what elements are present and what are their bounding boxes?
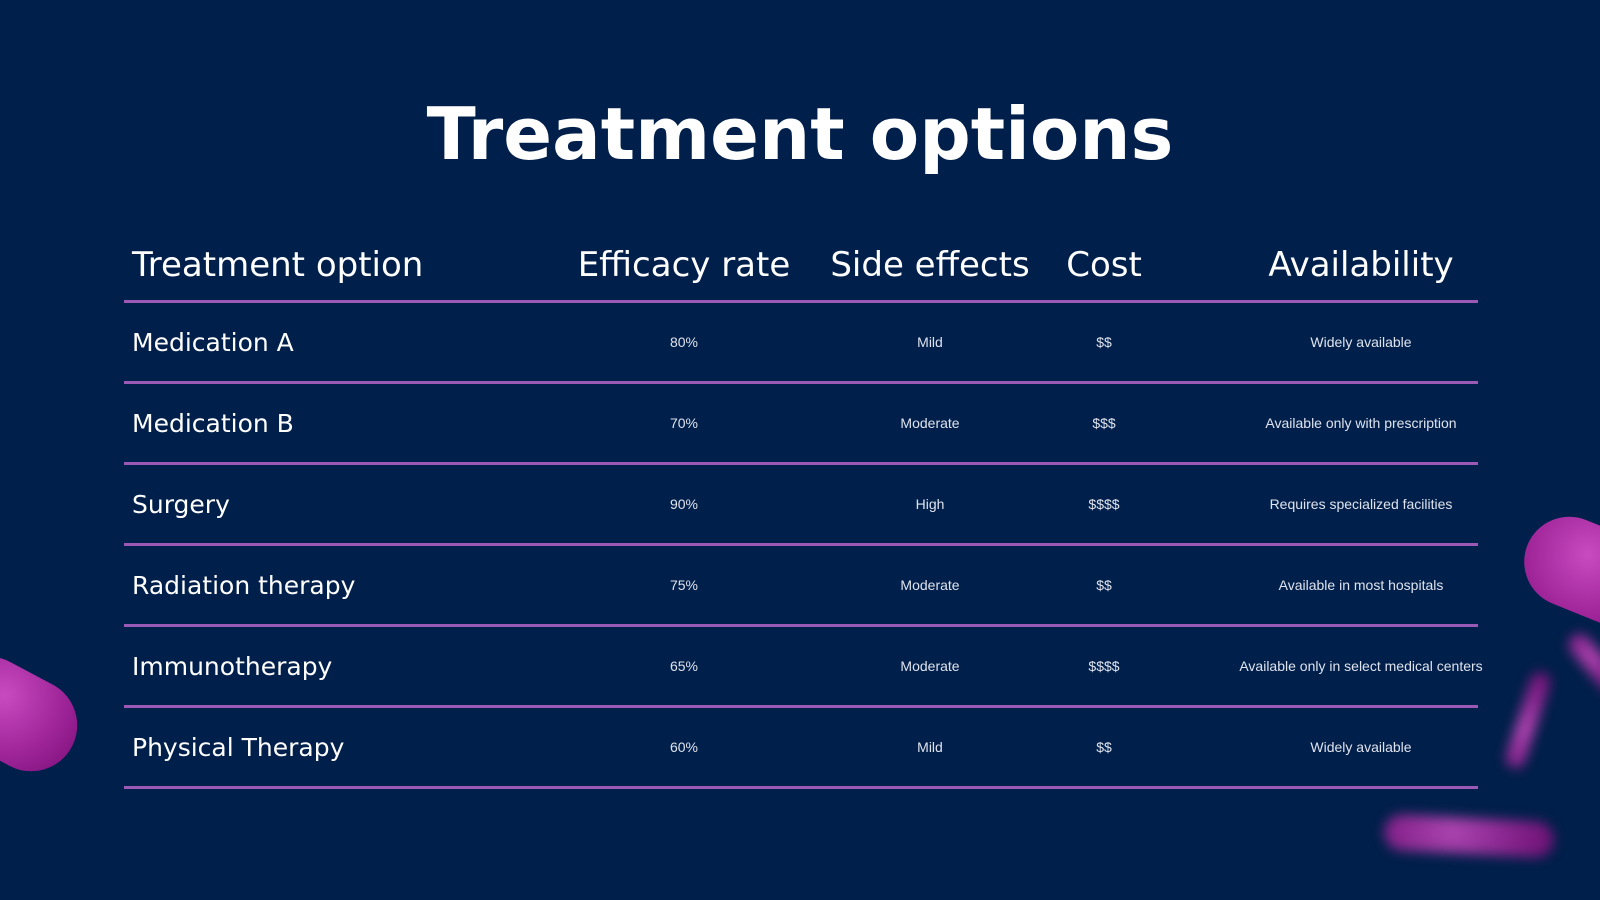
decorative-capsule-left bbox=[0, 640, 94, 788]
side-effects-value: Mild bbox=[917, 739, 943, 755]
availability-value: Widely available bbox=[1310, 334, 1412, 350]
column-header-efficacy: Efficacy rate bbox=[577, 245, 791, 285]
treatment-name: Immunotherapy bbox=[132, 651, 333, 681]
side-effects-value: Moderate bbox=[900, 415, 960, 431]
side-effects-value: Moderate bbox=[900, 658, 960, 674]
availability-value: Available in most hospitals bbox=[1278, 577, 1444, 593]
efficacy-value: 90% bbox=[669, 496, 699, 512]
slide-title: Treatment options bbox=[426, 92, 1174, 176]
cost-value: $$ bbox=[1096, 334, 1112, 350]
treatment-name: Surgery bbox=[132, 489, 230, 519]
decorative-capsule-right-small bbox=[1564, 629, 1600, 697]
table-row: Surgery 90% High $$$$ Requires specializ… bbox=[124, 465, 1478, 546]
side-effects-value: Moderate bbox=[900, 577, 960, 593]
availability-value: Available only with prescription bbox=[1265, 415, 1457, 431]
table-row: Physical Therapy 60% Mild $$ Widely avai… bbox=[124, 708, 1478, 789]
treatment-name: Medication A bbox=[132, 327, 294, 357]
column-header-cost: Cost bbox=[1066, 245, 1142, 285]
column-header-side-effects: Side effects bbox=[830, 245, 1030, 285]
cost-value: $$ bbox=[1096, 739, 1112, 755]
availability-value: Requires specialized facilities bbox=[1269, 496, 1453, 512]
column-header-treatment: Treatment option bbox=[132, 245, 424, 285]
table-row: Immunotherapy 65% Moderate $$$$ Availabl… bbox=[124, 627, 1483, 708]
treatment-name: Physical Therapy bbox=[132, 732, 345, 762]
side-effects-value: High bbox=[915, 496, 945, 512]
cost-value: $$ bbox=[1096, 577, 1112, 593]
efficacy-value: 75% bbox=[669, 577, 699, 593]
efficacy-value: 65% bbox=[669, 658, 699, 674]
side-effects-value: Mild bbox=[917, 334, 943, 350]
treatment-table: Treatment option Efficacy rate Side effe… bbox=[124, 230, 1483, 789]
efficacy-value: 80% bbox=[669, 334, 699, 350]
treatment-name: Medication B bbox=[132, 408, 294, 438]
table-header-row: Treatment option Efficacy rate Side effe… bbox=[124, 230, 1478, 303]
column-header-availability: Availability bbox=[1268, 245, 1454, 285]
cost-value: $$$$ bbox=[1088, 658, 1120, 674]
table-row: Medication A 80% Mild $$ Widely availabl… bbox=[124, 303, 1478, 384]
cost-value: $$$$ bbox=[1088, 496, 1120, 512]
availability-value: Widely available bbox=[1310, 739, 1412, 755]
table-row: Medication B 70% Moderate $$$ Available … bbox=[124, 384, 1478, 465]
table-row: Radiation therapy 75% Moderate $$ Availa… bbox=[124, 546, 1478, 627]
cost-value: $$$ bbox=[1092, 415, 1116, 431]
availability-value: Available only in select medical centers bbox=[1239, 658, 1483, 674]
decorative-capsule-bottom bbox=[1383, 813, 1555, 859]
efficacy-value: 70% bbox=[669, 415, 699, 431]
treatment-name: Radiation therapy bbox=[132, 570, 356, 600]
efficacy-value: 60% bbox=[669, 739, 699, 755]
